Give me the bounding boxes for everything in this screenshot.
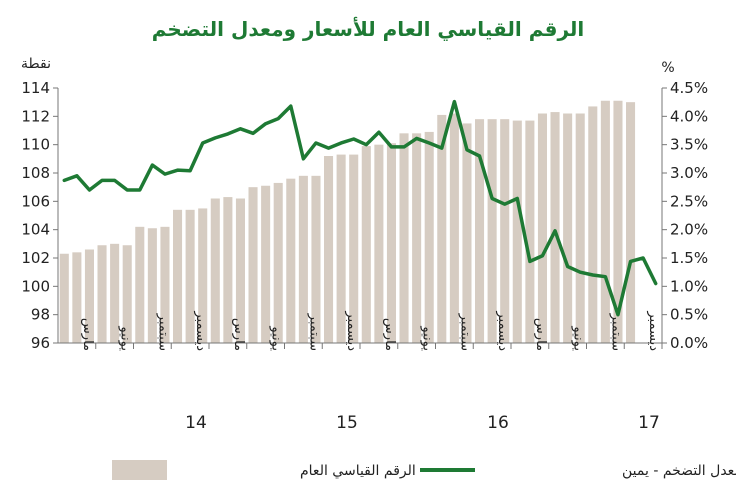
axes: 96 98 100 102 104 106 108 110 112 114 0.0% 0.5% 1.0%… (21, 79, 708, 433)
bar-1 (72, 252, 82, 343)
x-tick-label-6: سبتمبر (306, 313, 321, 351)
bar-15 (248, 187, 258, 343)
bar-4 (110, 243, 120, 343)
left-tick-label-7: 110 (21, 136, 50, 154)
bar-21 (324, 156, 334, 343)
bar-40 (563, 113, 573, 343)
left-tick-label-8: 112 (21, 107, 50, 125)
bar-39 (550, 112, 560, 343)
bar-28 (412, 133, 422, 343)
bar-14 (235, 198, 245, 343)
year-label-1: 15 (336, 413, 358, 433)
bar-18 (286, 178, 296, 343)
x-tick-label-11: ديسمبر (495, 310, 510, 351)
bar-31 (449, 113, 459, 343)
bar-16 (261, 185, 271, 343)
bar-12 (210, 198, 220, 343)
bar-22 (336, 154, 346, 343)
x-tick-label-15: ديسمبر (646, 310, 661, 351)
bar-series (59, 100, 636, 343)
bar-3 (97, 245, 107, 343)
x-tick-label-7: ديسمبر (344, 310, 359, 351)
bar-23 (349, 154, 359, 343)
bar-30 (437, 114, 447, 343)
bar-44 (613, 100, 623, 343)
legend-swatch-index (112, 460, 167, 480)
x-tick-label-1: يونيو (118, 325, 133, 351)
bar-8 (160, 226, 170, 343)
x-tick-label-10: سبتمبر (457, 313, 472, 351)
x-tick-label-2: سبتمبر (155, 313, 170, 351)
x-tick-label-4: مارس (231, 318, 246, 351)
x-tick-label-13: يونيو (571, 325, 586, 351)
bar-25 (374, 144, 384, 343)
bar-9 (173, 209, 183, 343)
x-tick-label-8: مارس (382, 318, 397, 351)
left-tick-label-6: 108 (21, 164, 50, 182)
x-tick-label-9: يونيو (420, 325, 435, 351)
bar-17 (273, 182, 283, 343)
bar-45 (626, 102, 636, 343)
bar-0 (59, 253, 69, 343)
x-tick-label-5: يونيو (269, 325, 284, 351)
bar-20 (311, 175, 321, 343)
inflation-line (62, 99, 658, 317)
left-tick-label-5: 106 (21, 192, 50, 210)
bar-33 (475, 119, 485, 343)
right-tick-label-1: 0.5% (670, 306, 708, 324)
bar-6 (135, 226, 145, 343)
bar-2 (84, 249, 94, 343)
legend-label-index: الرقم القياسي العام (300, 463, 416, 479)
x-tick-label-3: ديسمبر (193, 310, 208, 351)
year-label-2: 16 (487, 413, 509, 433)
bar-37 (525, 120, 535, 343)
right-tick-label-0: 0.0% (670, 334, 708, 352)
right-tick-label-3: 1.5% (670, 249, 708, 267)
right-axis-unit: % (661, 60, 674, 76)
bar-19 (298, 175, 308, 343)
bar-10 (185, 209, 195, 343)
bar-41 (575, 113, 585, 343)
left-tick-label-9: 114 (21, 79, 50, 97)
line-series (62, 99, 658, 317)
bar-26 (386, 143, 396, 343)
bar-27 (399, 133, 409, 343)
bar-11 (198, 208, 208, 343)
right-tick-label-9: 4.5% (670, 79, 708, 97)
right-tick-label-7: 3.5% (670, 136, 708, 154)
bar-43 (600, 100, 610, 343)
x-tick-label-12: مارس (533, 318, 548, 351)
legend-label-inflation: معدل التضخم - يمين (622, 463, 736, 479)
bar-24 (361, 146, 371, 343)
bar-35 (500, 119, 510, 343)
bar-36 (512, 120, 522, 343)
year-label-3: 17 (638, 413, 660, 433)
right-tick-label-5: 2.5% (670, 192, 708, 210)
bar-38 (537, 113, 547, 343)
left-tick-label-1: 98 (31, 306, 50, 324)
right-tick-label-4: 2.0% (670, 221, 708, 239)
bar-13 (223, 197, 233, 343)
bar-7 (147, 228, 157, 343)
legend: الرقم القياسي العام معدل التضخم - يمين (112, 460, 736, 480)
bar-34 (487, 119, 497, 343)
left-tick-label-4: 104 (21, 221, 50, 239)
x-tick-label-14: سبتمبر (608, 313, 623, 351)
left-tick-label-0: 96 (31, 334, 50, 352)
year-label-0: 14 (185, 413, 207, 433)
bar-5 (122, 245, 132, 343)
right-tick-label-2: 1.0% (670, 277, 708, 295)
right-tick-label-8: 4.0% (670, 107, 708, 125)
left-tick-label-3: 102 (21, 249, 50, 267)
bar-29 (424, 131, 434, 343)
x-tick-label-0: مارس (80, 318, 95, 351)
left-tick-label-2: 100 (21, 277, 50, 295)
right-tick-label-6: 3.0% (670, 164, 708, 182)
bar-42 (588, 106, 598, 343)
left-axis-unit: نقطة (21, 56, 51, 72)
chart-title: الرقم القياسي العام للأسعار ومعدل التضخم (152, 16, 585, 42)
bar-32 (462, 123, 472, 343)
